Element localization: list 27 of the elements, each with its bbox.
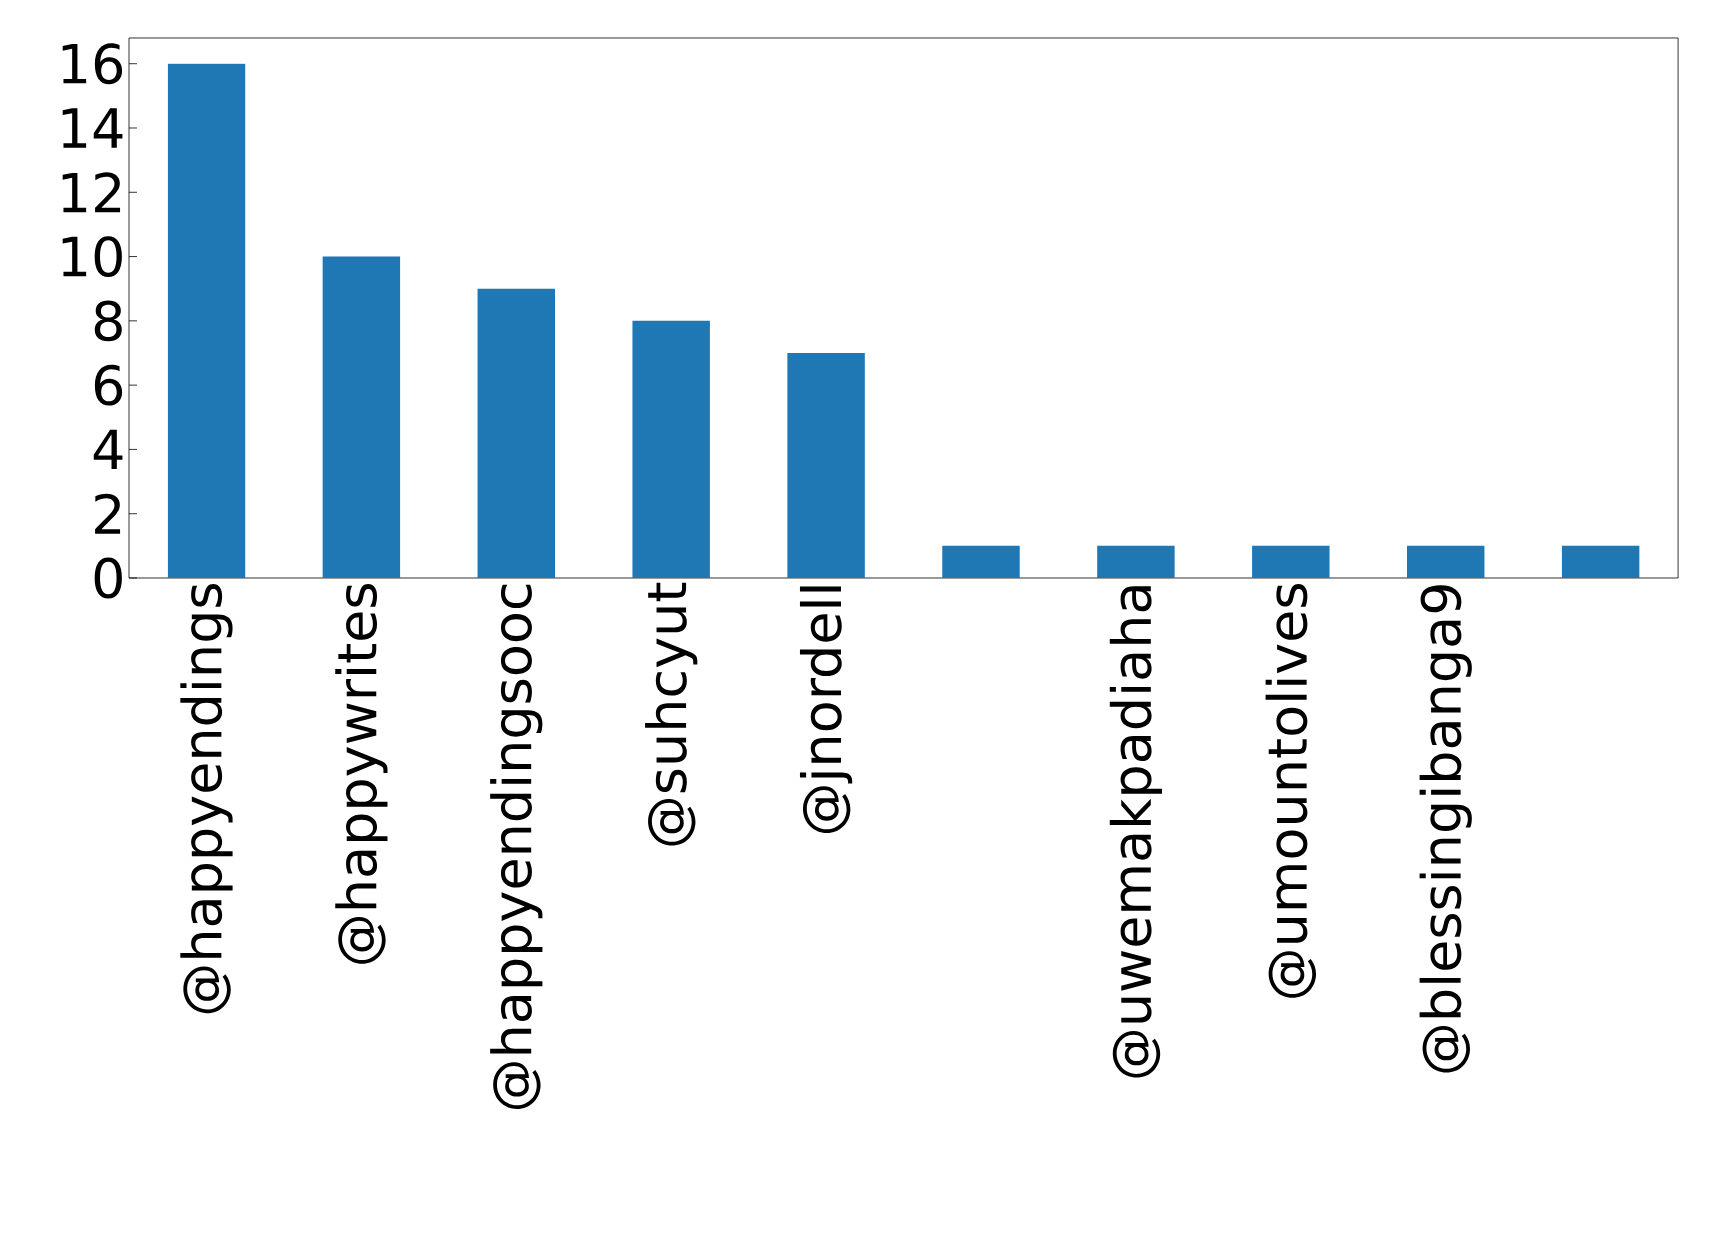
y-tick-label: 4	[93, 429, 123, 470]
y-tick-label: 10	[62, 236, 122, 277]
y-tick-label: 2	[95, 493, 121, 534]
x-tick-label: @uwemakpadiaha	[1109, 586, 1163, 1078]
x-tick-label: @happywrites	[335, 584, 388, 964]
y-tick-label: 16	[62, 43, 123, 85]
x-tick-label: @jnordell	[799, 586, 853, 833]
bar	[1561, 545, 1640, 578]
bar	[1406, 545, 1485, 578]
bar	[322, 256, 401, 578]
bar	[1252, 545, 1330, 578]
bar	[632, 320, 710, 578]
bar	[167, 63, 246, 578]
x-tick-label: @suhcyut	[645, 582, 698, 846]
y-tick-label: 0	[94, 557, 122, 599]
y-tick-label: 6	[94, 364, 123, 406]
bar	[1097, 545, 1175, 578]
x-tick-label: @happyendings	[180, 584, 233, 1014]
x-tick-label: @umountolives	[1265, 584, 1317, 998]
bar	[477, 288, 555, 578]
x-tick-label: @happyendingsooc	[490, 584, 543, 1109]
bar	[942, 545, 1020, 578]
y-tick-label: 8	[94, 300, 122, 342]
bar	[787, 352, 865, 578]
x-tick-label: @blessingibanga9	[1419, 585, 1472, 1073]
y-tick-label: 12	[62, 172, 121, 213]
y-tick-label: 14	[62, 108, 123, 148]
